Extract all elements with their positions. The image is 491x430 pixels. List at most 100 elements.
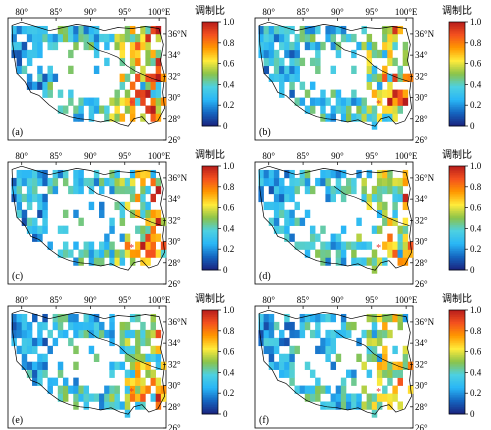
grid-cell <box>382 41 388 51</box>
grid-cell <box>42 353 48 362</box>
colorbar-segment <box>202 405 218 408</box>
y-tick-label: 36°N <box>415 317 435 327</box>
grid-cell <box>129 65 136 74</box>
colorbar-segment <box>449 27 465 30</box>
grid-cell <box>99 321 105 331</box>
grid-cell <box>289 49 295 59</box>
grid-cell <box>402 225 409 234</box>
grid-cell <box>299 329 306 339</box>
grid-cell <box>273 225 280 234</box>
grid-cell <box>140 385 146 394</box>
grid-cell <box>402 49 409 59</box>
grid-cell <box>325 401 331 410</box>
grid-cell <box>397 65 403 74</box>
grid-cell <box>382 25 388 35</box>
grid-cell <box>88 33 95 43</box>
grid-cell <box>140 201 146 211</box>
grid-cell <box>325 185 331 195</box>
grid-cell <box>366 49 373 59</box>
grid-cell <box>289 41 295 51</box>
grid-cell <box>268 217 275 226</box>
colorbar-segment <box>202 374 218 377</box>
colorbar-segment <box>202 316 218 320</box>
colorbar-title: 调制比 <box>442 292 472 305</box>
grid-cell <box>299 313 306 323</box>
grid-cell <box>382 177 388 187</box>
grid-cell <box>315 377 321 386</box>
plateau-outline <box>11 165 165 271</box>
y-tick-label: 28° <box>168 258 181 268</box>
grid-cell <box>315 25 321 35</box>
x-tick-label: 80° <box>262 295 275 305</box>
grid-cell <box>150 81 156 90</box>
grid-cell <box>397 73 403 82</box>
grid-cell <box>140 65 146 74</box>
grid-cell <box>99 329 105 339</box>
grid-cell <box>16 321 23 331</box>
grid-cell <box>320 89 326 98</box>
grid-cell <box>150 313 156 323</box>
colorbar-segment <box>449 233 465 236</box>
grid-cell <box>371 193 378 203</box>
colorbar-segment <box>449 96 465 99</box>
colorbar-segment <box>202 122 218 125</box>
grid-cell <box>124 409 131 418</box>
colorbar-segment <box>202 224 218 228</box>
grid-cell <box>109 401 115 410</box>
colorbar-segment <box>202 254 218 257</box>
colorbar-segment <box>449 341 465 344</box>
grid-cell <box>325 169 331 179</box>
grid-cell <box>325 25 331 35</box>
grid-cell <box>135 377 141 386</box>
grid-cell <box>402 41 409 51</box>
x-tick-label: 100°E <box>148 295 171 305</box>
grid-cell <box>371 345 378 355</box>
colorbar-segment <box>449 257 465 260</box>
grid-cell <box>325 193 331 203</box>
grid-cell <box>68 25 74 35</box>
grid-cell <box>145 353 151 362</box>
colorbar-segment <box>202 240 218 243</box>
grid-cell <box>340 113 347 122</box>
grid-cell <box>284 25 290 35</box>
colorbar-segment <box>449 388 465 391</box>
grid-cell <box>88 257 95 266</box>
grid-cell <box>37 201 43 211</box>
grid-cell <box>129 105 136 114</box>
colorbar-segment <box>449 211 465 214</box>
grid-cell <box>155 361 162 370</box>
grid-cell <box>73 321 79 331</box>
colorbar-segment <box>449 240 465 243</box>
grid-cell <box>150 241 156 250</box>
colorbar-segment <box>449 226 465 229</box>
grid-cell <box>52 73 59 82</box>
grid-cell <box>119 97 126 106</box>
grid-cell <box>268 321 275 331</box>
grid-cell <box>135 361 141 370</box>
grid-cell <box>11 321 17 331</box>
grid-cell <box>88 393 95 402</box>
grid-cell <box>99 241 105 250</box>
colorbar-segment <box>449 375 465 378</box>
grid-cell <box>371 49 378 59</box>
grid-cell <box>402 97 409 106</box>
grid-cell <box>273 201 280 211</box>
grid-cell <box>335 329 342 339</box>
colorbar-segment <box>449 34 465 37</box>
grid-cell <box>382 49 388 59</box>
grid-cell <box>402 89 409 98</box>
grid-cell <box>104 105 110 114</box>
grid-cell <box>325 241 331 250</box>
grid-cell <box>387 89 393 98</box>
grid-cell <box>129 329 136 339</box>
colorbar-tick-label: 0.2 <box>223 244 234 254</box>
grid-cell <box>109 257 115 266</box>
grid-cell <box>26 345 33 355</box>
grid-cell <box>376 393 383 402</box>
colorbar-segment <box>449 344 465 347</box>
grid-cell <box>294 73 300 82</box>
grid-cell <box>371 41 378 51</box>
grid-cell <box>104 57 110 67</box>
colorbar-segment <box>449 37 465 40</box>
grid-cell <box>104 33 110 43</box>
